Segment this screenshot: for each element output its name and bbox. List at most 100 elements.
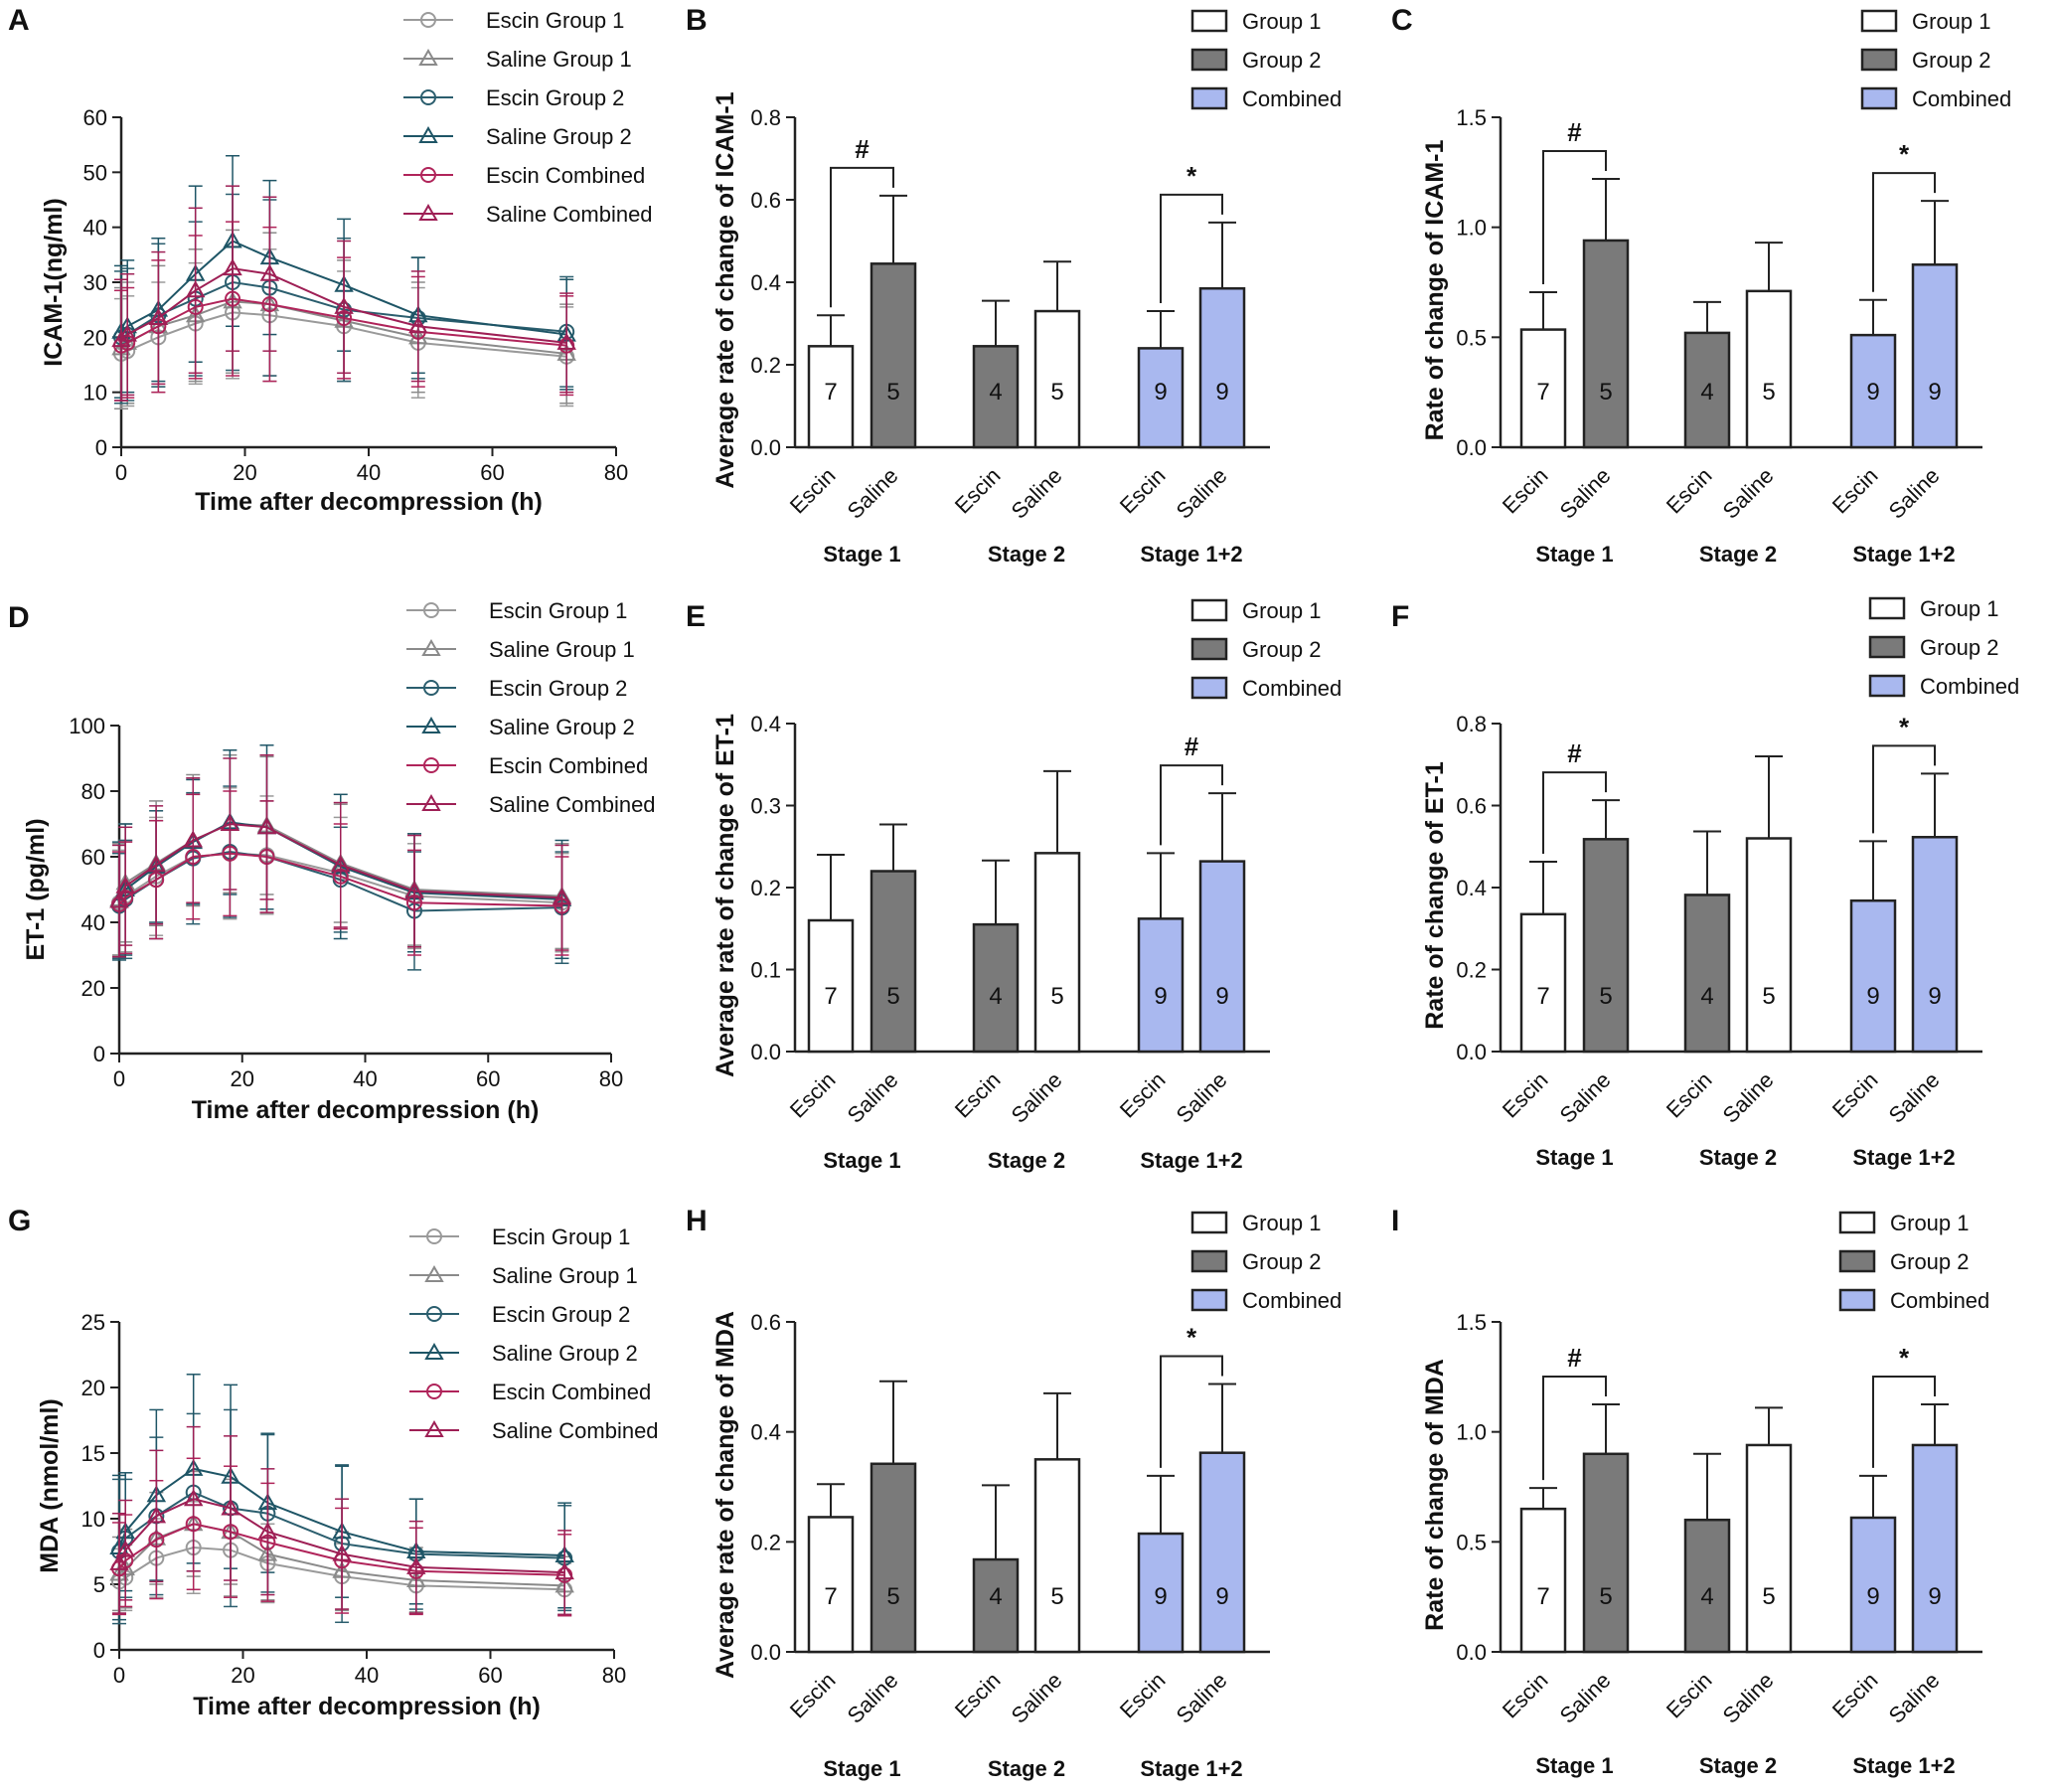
y-tick-label: 40 bbox=[81, 910, 105, 935]
data-point bbox=[109, 891, 129, 908]
bar bbox=[1198, 1451, 1246, 1654]
legend-label: Saline Group 1 bbox=[492, 1263, 638, 1288]
legend-marker bbox=[420, 89, 436, 105]
bar bbox=[1519, 328, 1567, 449]
y-tick-label: 0.0 bbox=[1456, 435, 1487, 460]
bar-n-label: 7 bbox=[1536, 983, 1549, 1010]
x-tick-label: 20 bbox=[231, 1663, 254, 1688]
y-tick-label: 1.0 bbox=[1456, 216, 1487, 241]
bar-category-label: Saline bbox=[1007, 1067, 1067, 1128]
panel-g: G 0 5 10 15 20 25 0 20 40 60 80 Time after decompres… bbox=[8, 1205, 659, 1720]
y-tick-label: 0.2 bbox=[1456, 958, 1487, 983]
legend-label: Escin Group 1 bbox=[489, 598, 627, 623]
y-axis-title: Rate of change of MDA bbox=[1421, 1359, 1449, 1631]
bar-n-label: 4 bbox=[1700, 983, 1713, 1010]
stage-label: Stage 1 bbox=[823, 1148, 900, 1173]
y-tick-label: 100 bbox=[69, 714, 105, 738]
bar-category-label: Escin bbox=[1827, 1067, 1883, 1123]
significance-bracket bbox=[830, 166, 894, 308]
bar-category-label: Saline bbox=[1884, 1668, 1945, 1728]
panel-i: I 0.0 0.5 1.0 1.5 Rate of change of MDA 7 Escin… bbox=[1391, 1205, 1989, 1778]
stage-label: Stage 2 bbox=[988, 1148, 1065, 1173]
y-tick-label: 0.0 bbox=[750, 435, 781, 460]
panel-d: D 0 20 40 60 80 100 0 20 40 60 80 Time after decompr… bbox=[8, 598, 656, 1124]
bar bbox=[1033, 1458, 1081, 1654]
y-tick-label: 0.2 bbox=[750, 1530, 781, 1554]
data-point bbox=[332, 1544, 352, 1561]
significance-bracket bbox=[1872, 744, 1936, 834]
legend-marker bbox=[423, 757, 439, 773]
panel-c: C 0.0 0.5 1.0 1.5 Rate of change of ICAM-1 7 Es… bbox=[1391, 4, 2011, 567]
bar-category-label: Saline bbox=[1555, 1067, 1616, 1128]
y-tick-label: 0.4 bbox=[1456, 876, 1487, 900]
y-tick-label: 60 bbox=[81, 845, 105, 870]
x-axis-title: Time after decompression (h) bbox=[195, 488, 543, 516]
data-point bbox=[331, 855, 351, 873]
legend-label: Escin Group 1 bbox=[492, 1224, 630, 1249]
bar-n-label: 9 bbox=[1866, 1583, 1879, 1610]
bar-n-label: 9 bbox=[1928, 1583, 1941, 1610]
y-tick-label: 0.2 bbox=[750, 876, 781, 900]
stage-label: Stage 2 bbox=[988, 1756, 1065, 1781]
bar bbox=[1849, 333, 1897, 449]
x-tick-label: 80 bbox=[599, 1066, 623, 1091]
significance-bracket bbox=[1542, 1376, 1607, 1481]
panel-letter: A bbox=[8, 4, 30, 37]
data-point bbox=[259, 263, 280, 281]
data-point bbox=[406, 1556, 426, 1574]
bar bbox=[1683, 894, 1731, 1054]
significance-symbol: # bbox=[855, 134, 870, 164]
legend-marker bbox=[418, 48, 438, 66]
legend-swatch bbox=[1190, 637, 1228, 661]
bar-category-label: Escin bbox=[1661, 1668, 1717, 1723]
panel-letter: D bbox=[8, 601, 30, 634]
legend-label: Group 1 bbox=[1890, 1211, 1970, 1235]
legend-swatch bbox=[1190, 676, 1228, 700]
bar-category-label: Saline bbox=[1718, 1067, 1779, 1128]
data-point bbox=[554, 1562, 574, 1580]
y-axis-title: Average rate of change of MDA bbox=[712, 1311, 739, 1679]
bar bbox=[1519, 1507, 1567, 1654]
bar bbox=[1582, 1452, 1630, 1654]
stage-label: Stage 1 bbox=[823, 1756, 900, 1781]
y-tick-label: 40 bbox=[83, 216, 107, 241]
bar bbox=[1745, 289, 1793, 449]
legend-swatch bbox=[1190, 1249, 1228, 1273]
bar-n-label: 4 bbox=[989, 1583, 1002, 1610]
significance-bracket bbox=[1542, 771, 1607, 855]
bar-category-label: Escin bbox=[785, 1067, 841, 1123]
y-tick-label: 0.0 bbox=[1456, 1040, 1487, 1064]
y-tick-label: 0.8 bbox=[1456, 712, 1487, 736]
bar bbox=[1849, 898, 1897, 1054]
series-saline-combined bbox=[109, 1425, 574, 1616]
bar-n-label: 9 bbox=[1154, 1583, 1167, 1610]
legend-label: Escin Group 2 bbox=[489, 676, 627, 701]
legend-label: Group 1 bbox=[1242, 598, 1322, 623]
legend-marker bbox=[423, 680, 439, 696]
bar-n-label: 5 bbox=[1599, 983, 1612, 1010]
series-saline-combined bbox=[111, 185, 576, 402]
bar-category-label: Saline bbox=[1007, 463, 1067, 524]
legend-label: Combined bbox=[1242, 1288, 1342, 1313]
legend-swatch bbox=[1190, 1211, 1228, 1234]
bar-n-label: 7 bbox=[824, 379, 837, 406]
x-tick-label: 0 bbox=[113, 1066, 125, 1091]
panel-letter: B bbox=[686, 4, 708, 37]
bar-category-label: Escin bbox=[1498, 463, 1553, 519]
y-tick-label: 20 bbox=[83, 325, 107, 350]
legend-swatch bbox=[1860, 9, 1898, 33]
data-point bbox=[109, 1552, 129, 1570]
significance-bracket bbox=[1160, 764, 1223, 846]
legend-swatch bbox=[1868, 674, 1906, 698]
x-tick-label: 60 bbox=[476, 1066, 500, 1091]
x-axis-title: Time after decompression (h) bbox=[192, 1096, 540, 1124]
bar bbox=[1198, 286, 1246, 449]
bar-category-label: Escin bbox=[1115, 1067, 1171, 1123]
data-point bbox=[257, 1522, 278, 1540]
data-point bbox=[556, 332, 576, 350]
bar bbox=[870, 870, 917, 1054]
legend-label: Group 2 bbox=[1242, 1249, 1322, 1274]
y-tick-label: 0 bbox=[95, 435, 107, 460]
bar bbox=[1137, 917, 1185, 1054]
